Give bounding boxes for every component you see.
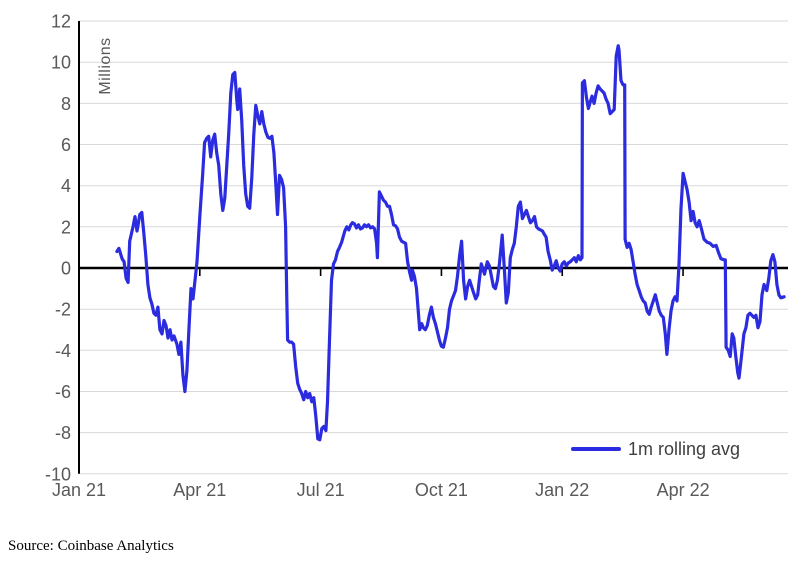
series-line xyxy=(115,44,786,442)
source-attribution: Source: Coinbase Analytics xyxy=(8,538,174,554)
y-tick-label: -8 xyxy=(55,423,71,443)
y-tick-label: 4 xyxy=(61,176,71,196)
x-tick-label: Apr 21 xyxy=(173,480,226,500)
legend: 1m rolling avg xyxy=(571,438,740,460)
y-tick-label: -2 xyxy=(55,300,71,320)
legend-line-swatch xyxy=(571,447,621,451)
x-tick-label: Jul 21 xyxy=(297,480,345,500)
x-tick-label: Jan 21 xyxy=(52,480,106,500)
y-tick-label: 2 xyxy=(61,217,71,237)
x-tick-label: Apr 22 xyxy=(657,480,710,500)
y-tick-label: 0 xyxy=(61,259,71,279)
x-tick-label: Jan 22 xyxy=(535,480,589,500)
y-tick-label: 6 xyxy=(61,135,71,155)
y-tick-label: 12 xyxy=(51,12,71,32)
y-tick-label: -6 xyxy=(55,382,71,402)
y-axis-title: Millions xyxy=(97,37,114,95)
legend-label: 1m rolling avg xyxy=(628,438,741,459)
x-tick-label: Oct 21 xyxy=(415,480,468,500)
y-tick-label: -4 xyxy=(55,341,71,361)
y-tick-label: 8 xyxy=(61,94,71,114)
y-tick-label: 10 xyxy=(51,53,71,73)
y-tick-label: -10 xyxy=(45,464,71,484)
